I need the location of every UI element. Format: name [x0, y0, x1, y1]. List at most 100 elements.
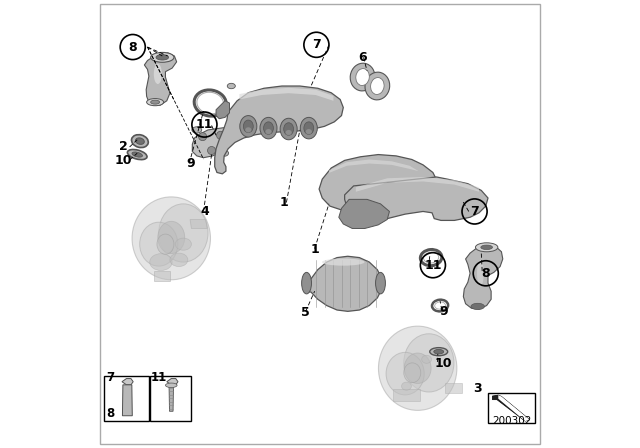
- Polygon shape: [329, 159, 419, 173]
- Circle shape: [216, 131, 225, 139]
- Polygon shape: [154, 271, 170, 281]
- Text: 2: 2: [120, 140, 128, 154]
- Ellipse shape: [404, 353, 431, 383]
- Ellipse shape: [304, 122, 314, 134]
- Ellipse shape: [280, 118, 297, 140]
- Ellipse shape: [430, 348, 448, 356]
- Ellipse shape: [260, 117, 277, 139]
- Ellipse shape: [150, 254, 172, 271]
- Ellipse shape: [477, 260, 484, 286]
- Ellipse shape: [284, 123, 294, 135]
- Ellipse shape: [132, 135, 148, 147]
- Polygon shape: [445, 383, 463, 393]
- Text: 11: 11: [151, 371, 167, 384]
- Ellipse shape: [471, 303, 484, 310]
- Text: 11: 11: [196, 118, 213, 131]
- FancyBboxPatch shape: [150, 376, 191, 421]
- Ellipse shape: [386, 352, 424, 395]
- Ellipse shape: [243, 120, 253, 133]
- Polygon shape: [192, 128, 230, 158]
- Ellipse shape: [365, 72, 390, 100]
- Ellipse shape: [350, 63, 375, 91]
- Ellipse shape: [150, 100, 159, 104]
- Ellipse shape: [300, 117, 317, 139]
- Ellipse shape: [158, 221, 185, 254]
- Ellipse shape: [371, 78, 384, 95]
- Ellipse shape: [306, 129, 312, 134]
- Ellipse shape: [404, 334, 454, 392]
- Ellipse shape: [136, 138, 144, 144]
- Ellipse shape: [376, 272, 385, 294]
- Ellipse shape: [240, 116, 257, 137]
- Polygon shape: [239, 88, 333, 101]
- Text: 8: 8: [481, 267, 490, 280]
- Polygon shape: [215, 86, 343, 174]
- Ellipse shape: [140, 222, 178, 266]
- Ellipse shape: [322, 258, 365, 266]
- Ellipse shape: [481, 245, 493, 250]
- Text: 11: 11: [424, 258, 442, 272]
- Circle shape: [207, 146, 216, 155]
- Ellipse shape: [227, 83, 236, 89]
- Polygon shape: [122, 385, 132, 416]
- Circle shape: [198, 133, 207, 141]
- Ellipse shape: [435, 302, 445, 309]
- Polygon shape: [122, 379, 133, 385]
- Polygon shape: [463, 244, 503, 309]
- Ellipse shape: [285, 130, 292, 135]
- Ellipse shape: [264, 122, 273, 134]
- Ellipse shape: [404, 363, 421, 383]
- Polygon shape: [305, 256, 382, 311]
- Ellipse shape: [266, 129, 271, 134]
- Text: 1: 1: [280, 196, 289, 209]
- Ellipse shape: [132, 152, 143, 157]
- Ellipse shape: [157, 234, 174, 254]
- Text: 200302: 200302: [492, 416, 531, 426]
- Polygon shape: [216, 101, 230, 119]
- Ellipse shape: [147, 99, 164, 106]
- Ellipse shape: [156, 55, 168, 60]
- Text: 9: 9: [187, 157, 195, 170]
- Ellipse shape: [159, 204, 208, 262]
- Polygon shape: [167, 379, 178, 385]
- Text: 7: 7: [470, 205, 479, 218]
- Text: 10: 10: [435, 357, 452, 370]
- Text: 1: 1: [310, 243, 319, 256]
- Text: 8: 8: [129, 40, 137, 54]
- Ellipse shape: [401, 382, 412, 390]
- Polygon shape: [339, 199, 389, 228]
- Text: 3: 3: [474, 382, 482, 396]
- Ellipse shape: [192, 127, 202, 133]
- Text: 8: 8: [106, 407, 114, 420]
- Ellipse shape: [378, 326, 457, 410]
- Ellipse shape: [127, 150, 147, 159]
- Ellipse shape: [175, 238, 191, 250]
- Ellipse shape: [422, 355, 431, 363]
- Polygon shape: [190, 220, 207, 228]
- Polygon shape: [169, 385, 173, 411]
- Text: 7: 7: [106, 371, 114, 384]
- Polygon shape: [319, 155, 437, 213]
- Ellipse shape: [154, 64, 162, 84]
- Ellipse shape: [356, 69, 369, 86]
- Ellipse shape: [165, 383, 177, 388]
- Text: 5: 5: [301, 306, 310, 319]
- Ellipse shape: [245, 127, 252, 133]
- Ellipse shape: [170, 253, 188, 267]
- Text: 6: 6: [358, 51, 367, 64]
- Polygon shape: [145, 53, 177, 105]
- FancyBboxPatch shape: [488, 393, 535, 423]
- Ellipse shape: [476, 243, 498, 252]
- Ellipse shape: [150, 52, 174, 62]
- Polygon shape: [345, 177, 488, 220]
- Text: 9: 9: [439, 305, 447, 318]
- Ellipse shape: [132, 197, 211, 280]
- Ellipse shape: [301, 272, 312, 294]
- Polygon shape: [356, 177, 479, 192]
- Ellipse shape: [198, 93, 223, 113]
- Text: 10: 10: [115, 154, 132, 167]
- Text: 7: 7: [312, 38, 321, 52]
- Polygon shape: [499, 395, 530, 421]
- FancyBboxPatch shape: [104, 376, 149, 421]
- Text: 4: 4: [200, 205, 209, 218]
